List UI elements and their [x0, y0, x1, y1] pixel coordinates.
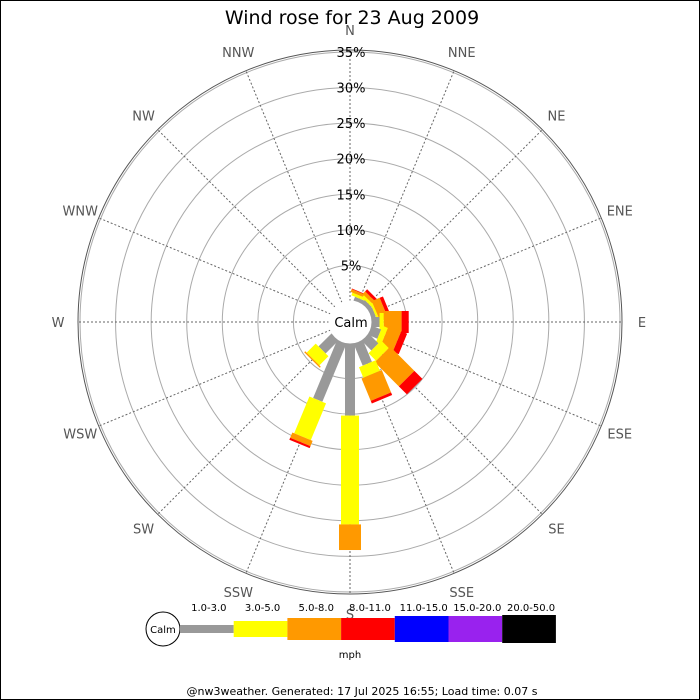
- calm-label: Calm: [334, 316, 367, 331]
- legend-swatch-4: [394, 616, 449, 642]
- radial-tick-label: 10%: [337, 224, 366, 239]
- legend-bin-label: 15.0-20.0: [453, 603, 501, 614]
- bar-ese-bin-0: [367, 325, 382, 339]
- legend-bin-label: 3.0-5.0: [245, 603, 280, 614]
- direction-label-sse: SSE: [449, 586, 474, 601]
- spoke-ne: [364, 129, 543, 308]
- spoke-wsw: [98, 329, 331, 427]
- legend-swatch-3: [341, 618, 395, 640]
- legend-swatch-1: [233, 621, 288, 637]
- direction-label-ese: ESE: [607, 428, 632, 443]
- bar-ssw-bin-2: [290, 432, 313, 447]
- spoke-ese: [369, 329, 602, 427]
- bar-ssw-bin-3: [289, 437, 311, 449]
- legend-units: mph: [339, 650, 361, 661]
- bar-nne-bin-0: [353, 296, 365, 305]
- bar-sse-bin-0: [353, 339, 372, 366]
- bar-ne-bin-0: [361, 300, 372, 311]
- radial-tick-label: 15%: [337, 188, 366, 203]
- spoke-sw: [157, 336, 336, 515]
- legend-bin-label: 20.0-50.0: [507, 603, 555, 614]
- direction-label-ssw: SSW: [224, 586, 254, 601]
- legend-swatch-6: [502, 615, 556, 643]
- bar-sse-bin-2: [361, 370, 392, 401]
- spoke-nw: [157, 129, 336, 308]
- wind-bars: [289, 288, 423, 551]
- direction-label-w: W: [52, 316, 65, 331]
- legend-swatch-5: [448, 616, 503, 642]
- bar-ese-bin-1: [375, 325, 388, 345]
- bar-e-bin-3: [401, 311, 409, 333]
- legend-swatch-2: [287, 618, 342, 640]
- direction-label-sw: SW: [133, 522, 154, 537]
- direction-labels: N NNE NE ENE E ESE SE SSE S SSW SW WSW W WNW NW NNW 5% 10…: [52, 24, 647, 623]
- bar-s-bin-0: [345, 343, 355, 416]
- radial-tick-label: 20%: [337, 153, 366, 168]
- bar-se-bin-2: [374, 346, 415, 387]
- direction-label-wnw: WNW: [63, 204, 99, 219]
- bar-sw-bin-0: [318, 333, 339, 354]
- direction-label-nw: NW: [132, 110, 155, 125]
- legend-calm-label: Calm: [150, 625, 176, 636]
- direction-label-nnw: NNW: [222, 46, 254, 61]
- radial-tick-label: 25%: [337, 117, 366, 132]
- bar-se-bin-1: [368, 340, 389, 361]
- direction-label-n: N: [345, 24, 355, 39]
- legend-swatch-0: [180, 625, 234, 633]
- direction-label-wsw: WSW: [63, 428, 97, 443]
- legend-bin-label: 5.0-8.0: [299, 603, 334, 614]
- outer-ring: [77, 49, 623, 595]
- direction-label-nne: NNE: [448, 46, 476, 61]
- bar-e-bin-0: [371, 317, 380, 327]
- bar-s-bin-2: [339, 524, 361, 551]
- bar-ssw-bin-0: [313, 339, 347, 402]
- direction-label-ene: ENE: [607, 204, 633, 219]
- radial-tick-label: 5%: [341, 259, 362, 274]
- legend: Calm 1.0-3.0 3.0-5.0 5.0-8.0 8.0-11.0 11.0-15…: [145, 603, 556, 661]
- calm-circle: [328, 300, 372, 344]
- calm-center: Calm: [328, 300, 372, 344]
- bar-se-bin-0: [361, 333, 379, 351]
- bar-ssw-bin-1: [294, 396, 327, 441]
- legend-bin-label: 1.0-3.0: [191, 603, 226, 614]
- bar-sw-bin-1: [306, 343, 329, 366]
- radial-tick-label: 35%: [337, 46, 366, 61]
- bar-sse-bin-1: [358, 360, 380, 378]
- chart-title: Wind rose for 23 Aug 2009: [225, 7, 479, 29]
- legend-bin-label: 8.0-11.0: [349, 603, 391, 614]
- direction-label-e: E: [638, 316, 646, 331]
- bar-se-bin-3: [398, 370, 423, 395]
- direction-label-ne: NE: [547, 110, 565, 125]
- bar-ese-bin-3: [392, 331, 408, 355]
- spoke-wnw: [98, 217, 331, 315]
- legend-bin-label: 11.0-15.0: [400, 603, 448, 614]
- direction-label-se: SE: [548, 522, 564, 537]
- radial-tick-label: 30%: [337, 82, 366, 97]
- bar-ene-bin-1: [370, 302, 380, 321]
- bar-ene-bin-0: [367, 307, 376, 319]
- bar-sw-bin-2: [304, 351, 321, 368]
- direction-label-s: S: [346, 608, 354, 623]
- spoke-nnw: [245, 70, 343, 303]
- bar-s-bin-1: [341, 415, 359, 525]
- bar-sse-bin-3: [370, 392, 393, 404]
- footer-text: @nw3weather. Generated: 17 Jul 2025 16:5…: [187, 685, 538, 698]
- spoke-ene: [369, 217, 602, 315]
- spoke-nne: [357, 70, 455, 303]
